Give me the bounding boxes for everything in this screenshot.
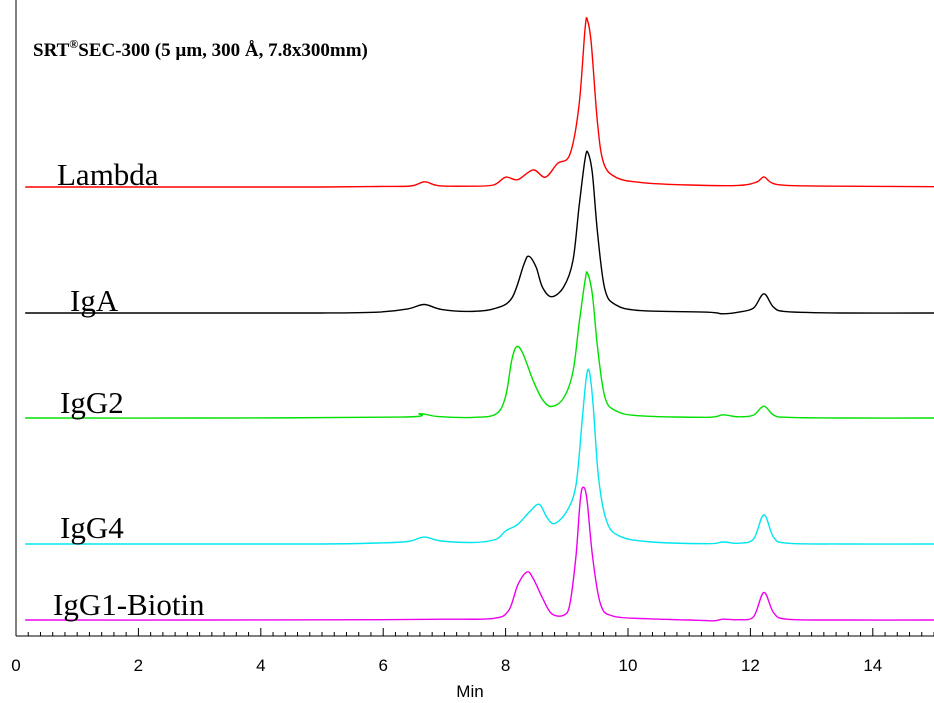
series-label-igg4: IgG4 <box>60 510 124 545</box>
series-line-lambda <box>25 16 934 188</box>
series-label-igg1-biotin: IgG1-Biotin <box>53 587 205 622</box>
series-line-igg4 <box>25 368 934 545</box>
series-line-iga <box>25 150 934 315</box>
x-tick-label: 10 <box>619 656 638 675</box>
chart-title-superscript: ® <box>69 37 78 51</box>
x-tick-label: 6 <box>378 656 387 675</box>
x-tick-label: 12 <box>741 656 760 675</box>
x-axis-title: Min <box>456 682 483 701</box>
series-label-iga: IgA <box>70 283 119 318</box>
x-axis-ticks <box>15 628 934 636</box>
series-line-igg2 <box>25 271 934 419</box>
series-label-igg2: IgG2 <box>60 385 124 420</box>
series-label-lambda: Lambda <box>57 157 159 192</box>
chart-title-suffix: SEC-300 (5 µm, 300 Å, 7.8x300mm) <box>78 40 368 61</box>
x-tick-label: 0 <box>11 656 20 675</box>
x-tick-label: 14 <box>863 656 882 675</box>
x-tick-label: 8 <box>501 656 510 675</box>
plot-frame <box>15 0 934 637</box>
chart-title-prefix: SRT <box>33 40 70 61</box>
chart-title: SRT®SEC-300 (5 µm, 300 Å, 7.8x300mm) <box>33 37 368 61</box>
x-axis-tick-labels: 0 2 4 6 8 10 12 14 <box>11 656 882 675</box>
series-line-igg1-biotin <box>25 486 934 622</box>
x-tick-label: 4 <box>256 656 265 675</box>
x-tick-label: 2 <box>134 656 143 675</box>
series-labels: Lambda IgA IgG2 IgG4 IgG1-Biotin <box>53 157 205 622</box>
series-group <box>25 16 934 622</box>
